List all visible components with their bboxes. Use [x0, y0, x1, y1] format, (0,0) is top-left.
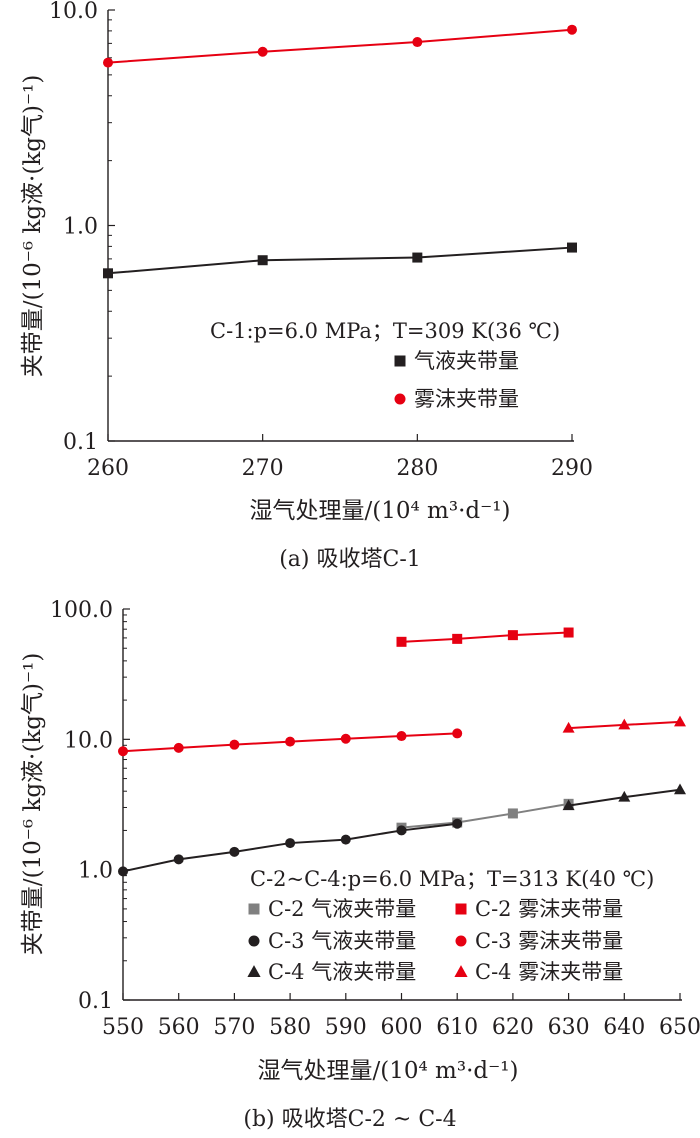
chart1-series-1: [103, 242, 577, 279]
chart2-data-point: [173, 854, 184, 865]
chart2-data-point: [674, 715, 686, 727]
chart2-legend-marker: [248, 935, 260, 947]
chart2-y-tick-label: 0.1: [78, 989, 113, 1014]
chart1-data-point: [257, 255, 268, 266]
chart1-x-tick-label: 290: [551, 456, 593, 481]
chart2-legend-label: C-3 雾沫夹带量: [475, 929, 623, 953]
chart2-data-point: [229, 739, 240, 750]
chart1-legend-label: 气液夹带量: [414, 349, 519, 373]
chart2-legend-marker: [454, 965, 468, 977]
chart2-x-tick-label: 560: [158, 1015, 200, 1040]
chart1-data-point: [412, 252, 423, 263]
chart1-y-axis-label: 夹带量/(10⁻⁶ kg液·(kg气)⁻¹): [20, 75, 46, 378]
chart2-data-point: [340, 834, 351, 845]
chart1-series-line: [107, 246, 573, 275]
chart2-data-point: [396, 825, 407, 836]
chart2-legend-label: C-4 气液夹带量: [268, 960, 416, 984]
chart2-series-line: [401, 631, 569, 643]
chart2-legend-label: C-2 气液夹带量: [268, 897, 416, 921]
chart2-x-axis-label: 湿气处理量/(10⁴ m³·d⁻¹): [258, 1058, 519, 1084]
chart1-y-tick-label: 1.0: [63, 215, 98, 240]
chart1-legend-marker: [394, 393, 406, 405]
chart2-y-tick-label: 100.0: [50, 598, 113, 623]
chart2-data-point: [396, 636, 407, 647]
chart1-data-point: [412, 37, 423, 48]
chart2-data-point: [452, 818, 463, 829]
chart1-x-tick-label: 270: [242, 456, 284, 481]
chart1-data-point: [103, 57, 113, 68]
chart2-legend-marker: [247, 965, 261, 977]
chart2-data-point: [229, 846, 240, 857]
chart2-data-point: [452, 633, 463, 644]
chart2-data-point: [562, 721, 575, 733]
chart2-series-5: [118, 728, 463, 757]
chart2-series-6: [562, 715, 686, 733]
chart2-x-tick-label: 620: [492, 1015, 534, 1040]
chart2-data-point: [173, 742, 184, 753]
chart1-x-axis-label: 湿气处理量/(10⁴ m³·d⁻¹): [250, 498, 511, 524]
chart1-series-2: [103, 24, 577, 68]
chart1-data-point: [567, 24, 577, 35]
chart2-series-4: [396, 627, 574, 647]
chart2-data-point: [618, 790, 631, 802]
chart2-x-tick-label: 600: [381, 1015, 423, 1040]
chart2-data-point: [507, 808, 518, 819]
chart1-legend-label: 雾沫夹带量: [414, 387, 519, 411]
chart1-x-tick-label: 260: [87, 456, 129, 481]
chart2-x-tick-label: 570: [213, 1015, 255, 1040]
chart1-x-tick-label: 280: [396, 456, 438, 481]
chart1-series-line: [107, 28, 573, 64]
chart2-data-point: [507, 630, 518, 641]
chart2-conditions-annotation: C-2~C-4:p=6.0 MPa；T=313 K(40 ℃): [250, 867, 654, 891]
chart2-data-point: [618, 718, 631, 730]
chart2-legend-label: C-2 雾沫夹带量: [475, 897, 623, 921]
chart1-y-tick-label: 0.1: [63, 430, 98, 455]
chart2-y-tick-label: 1.0: [78, 859, 113, 884]
chart2-legend-label: C-4 雾沫夹带量: [475, 960, 623, 984]
chart2-data-point: [674, 783, 686, 795]
chart2-data-point: [563, 627, 574, 638]
chart2-legend-marker: [455, 903, 467, 915]
chart2-legend-label: C-3 气液夹带量: [268, 929, 416, 953]
chart2-series-3: [562, 783, 686, 811]
chart2-series-2: [118, 818, 463, 877]
chart2-data-point: [118, 746, 128, 757]
chart2-x-tick-label: 590: [325, 1015, 367, 1040]
chart2-x-tick-label: 650: [659, 1015, 700, 1040]
chart1-data-point: [567, 242, 577, 253]
chart1-caption: (a) 吸收塔C-1: [279, 547, 421, 572]
chart2-legend-marker: [455, 935, 467, 947]
chart2-data-point: [562, 799, 575, 811]
chart2-data-point: [452, 728, 463, 739]
chart2-x-tick-label: 580: [269, 1015, 311, 1040]
chart2-x-tick-label: 640: [603, 1015, 645, 1040]
chart2-series-line: [401, 802, 569, 829]
chart2-data-point: [285, 838, 296, 849]
chart2-data-point: [285, 736, 296, 747]
chart2-x-tick-label: 630: [548, 1015, 590, 1040]
chart1-data-point: [103, 268, 113, 279]
chart1-panel: 0.1 1.0 10.0 260 270 280 290 湿气处理量/(10⁴ m³·d⁻¹)…: [20, 0, 593, 572]
chart2-x-tick-label: 550: [102, 1015, 144, 1040]
chart1-conditions-annotation: C-1:p=6.0 MPa；T=309 K(36 ℃): [210, 319, 560, 343]
chart2-y-tick-label: 10.0: [64, 728, 113, 753]
chart1-y-tick-label: 10.0: [49, 0, 98, 24]
chart2-data-point: [396, 731, 407, 742]
chart2-caption: (b) 吸收塔C-2 ~ C-4: [243, 1107, 456, 1132]
chart2-legend-marker: [248, 903, 260, 915]
chart2-y-axis-label: 夹带量/(10⁻⁶ kg液·(kg气)⁻¹): [20, 653, 46, 956]
chart2-data-point: [340, 733, 351, 744]
chart2-x-tick-label: 610: [436, 1015, 478, 1040]
chart2-data-point: [118, 866, 128, 877]
chart2-panel: 0.1 1.0 10.0 100.0 550 560 570 580 590 600 610 620 6…: [20, 598, 700, 1132]
chart1-data-point: [257, 46, 268, 57]
chart1-legend-marker: [394, 355, 406, 367]
